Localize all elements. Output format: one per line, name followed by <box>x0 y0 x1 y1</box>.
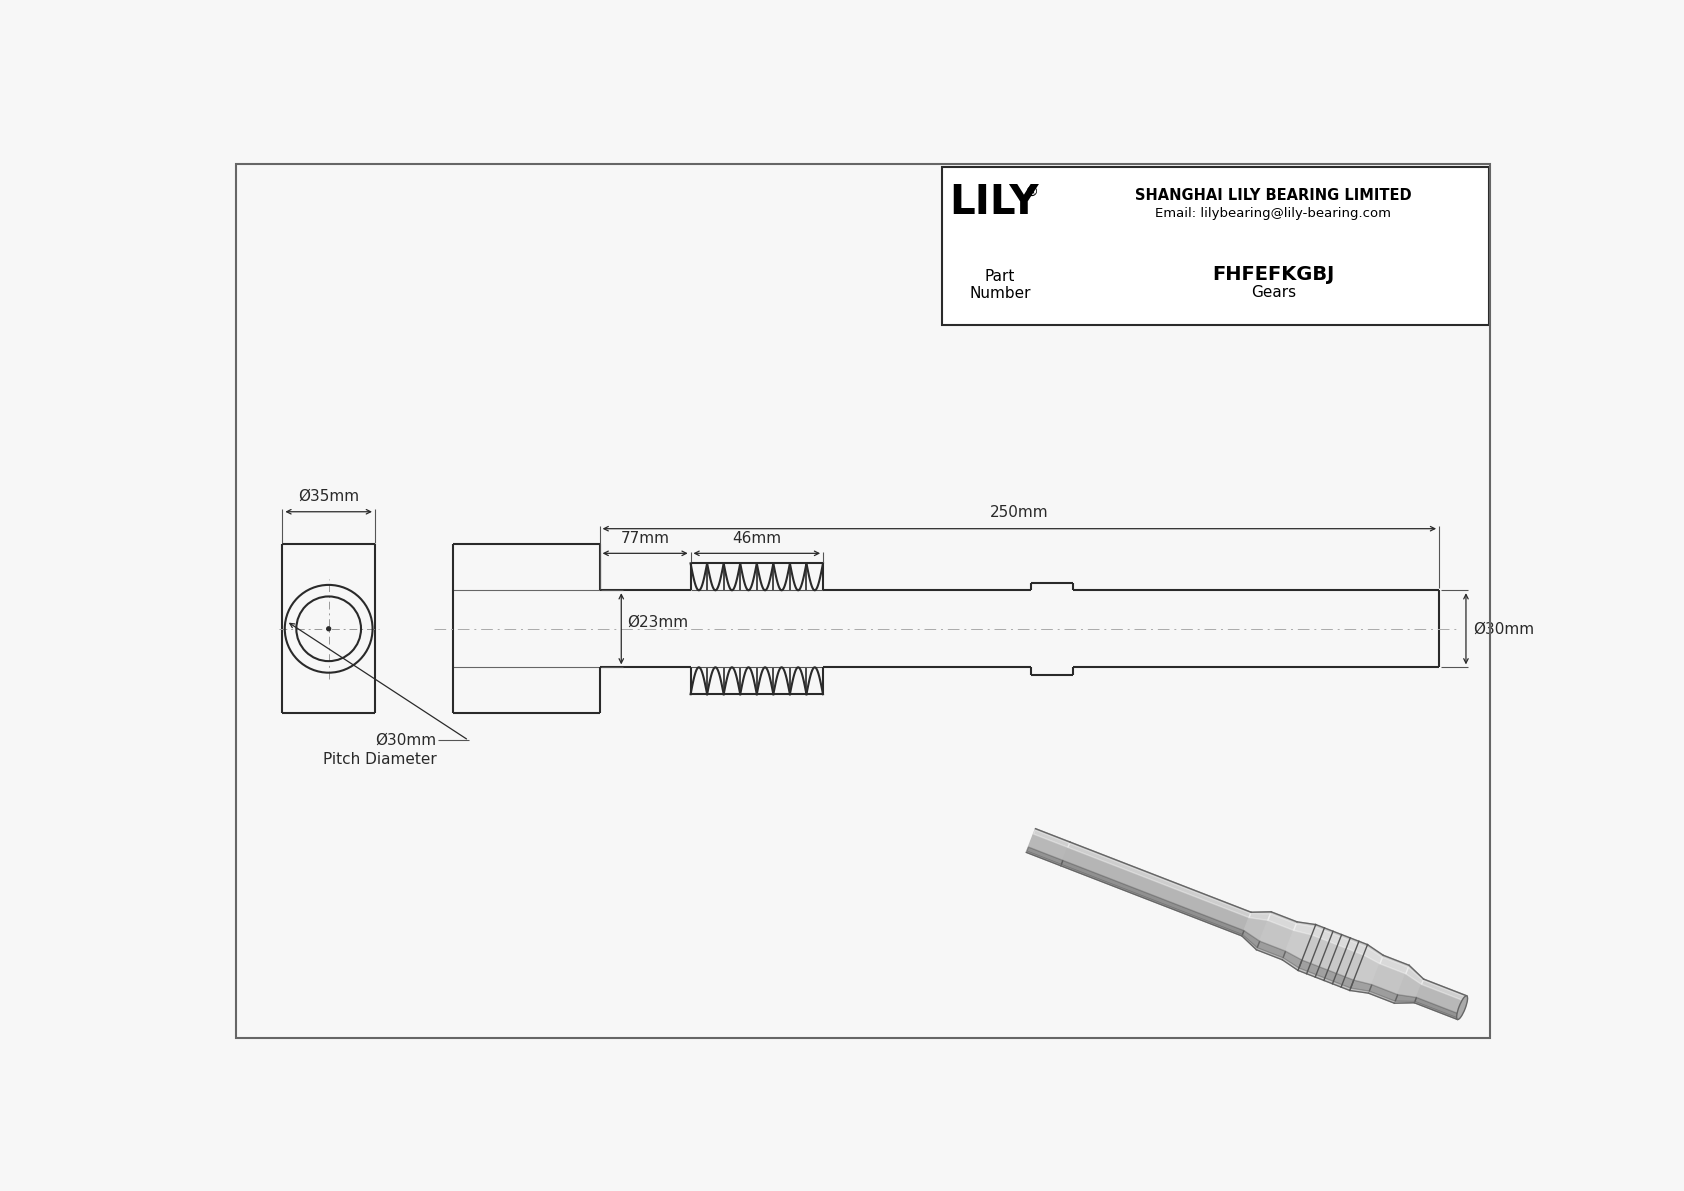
Polygon shape <box>1394 994 1416 1002</box>
Text: Ø23mm: Ø23mm <box>628 615 689 630</box>
Text: Ø30mm: Ø30mm <box>1474 622 1534 636</box>
Polygon shape <box>1241 912 1271 949</box>
Text: SHANGHAI LILY BEARING LIMITED: SHANGHAI LILY BEARING LIMITED <box>1135 188 1411 202</box>
Polygon shape <box>1061 860 1244 935</box>
Polygon shape <box>1364 947 1383 964</box>
Polygon shape <box>1243 930 1260 948</box>
Polygon shape <box>1379 958 1408 974</box>
Text: LILY: LILY <box>950 183 1039 223</box>
Text: Ø30mm: Ø30mm <box>376 732 436 748</box>
Polygon shape <box>1421 980 1467 1002</box>
Bar <box>943 167 1489 325</box>
Polygon shape <box>1256 912 1297 960</box>
Polygon shape <box>1351 980 1372 991</box>
Polygon shape <box>1026 829 1069 866</box>
Polygon shape <box>1258 941 1285 958</box>
Polygon shape <box>1415 979 1467 1019</box>
Polygon shape <box>1298 960 1354 989</box>
Text: ®: ® <box>1024 186 1037 199</box>
Polygon shape <box>1369 955 1410 1003</box>
Polygon shape <box>1061 842 1251 936</box>
Polygon shape <box>1406 967 1423 985</box>
Polygon shape <box>1369 985 1398 1002</box>
Polygon shape <box>1268 913 1297 930</box>
Polygon shape <box>1394 965 1423 1003</box>
Text: FHFEFKGBJ: FHFEFKGBJ <box>1212 264 1335 283</box>
Polygon shape <box>1351 944 1383 993</box>
Polygon shape <box>1415 997 1460 1018</box>
Text: 77mm: 77mm <box>621 531 670 545</box>
Text: 46mm: 46mm <box>733 531 781 545</box>
Polygon shape <box>1293 924 1315 935</box>
Polygon shape <box>1298 924 1367 991</box>
Polygon shape <box>1034 830 1069 847</box>
Polygon shape <box>1282 922 1315 971</box>
Text: Gears: Gears <box>1251 286 1297 300</box>
Ellipse shape <box>1457 996 1467 1019</box>
Text: 250mm: 250mm <box>990 505 1049 520</box>
Polygon shape <box>1250 913 1270 921</box>
Text: Pitch Diameter: Pitch Diameter <box>323 753 436 767</box>
Circle shape <box>327 626 330 631</box>
Text: Email: lilybearing@lily-bearing.com: Email: lilybearing@lily-bearing.com <box>1155 207 1391 220</box>
Polygon shape <box>1027 847 1063 865</box>
Polygon shape <box>1068 843 1251 917</box>
Text: Ø35mm: Ø35mm <box>298 488 359 504</box>
Text: Part
Number: Part Number <box>970 269 1031 301</box>
Polygon shape <box>1283 952 1302 968</box>
Polygon shape <box>1312 927 1367 955</box>
